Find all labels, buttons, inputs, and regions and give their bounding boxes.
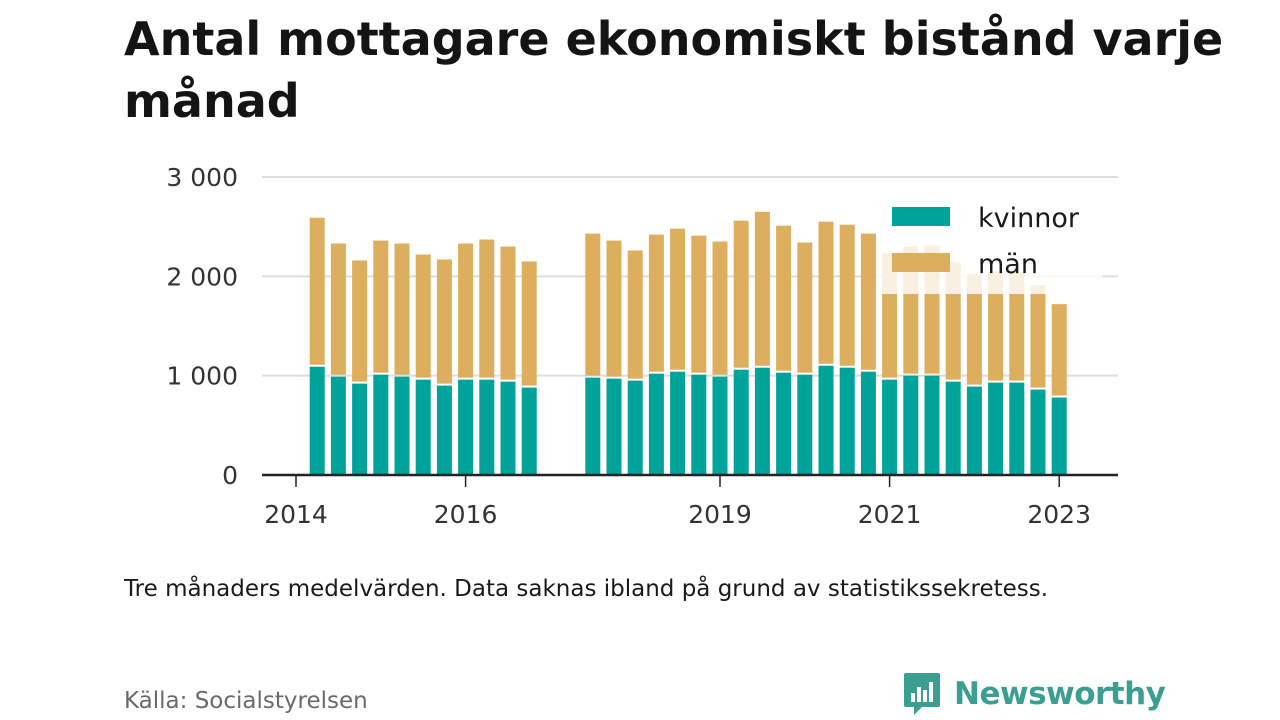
x-tick-label: 2019 — [688, 500, 752, 529]
y-tick-label: 0 — [222, 461, 238, 490]
legend-label-kvinnor: kvinnor — [978, 203, 1080, 234]
bar-man — [648, 234, 664, 372]
bar-kvinnor — [330, 376, 346, 475]
bar-man — [606, 240, 622, 377]
bar-man — [818, 221, 834, 364]
chart-note: Tre månaders medelvärden. Data saknas ib… — [124, 576, 1049, 602]
bar-kvinnor — [754, 367, 770, 475]
bar-man — [966, 274, 982, 385]
bar-kvinnor — [903, 375, 919, 475]
bar-kvinnor — [733, 369, 749, 475]
bar-kvinnor — [500, 381, 516, 475]
bars — [309, 211, 1067, 475]
bar-man — [839, 224, 855, 366]
bar-man — [309, 217, 325, 365]
bar-man — [415, 254, 431, 378]
bar-man — [585, 233, 601, 376]
bar-kvinnor — [945, 381, 961, 475]
bar-kvinnor — [352, 383, 368, 475]
bar-kvinnor — [1030, 389, 1046, 475]
brand-logo: Newsworthy — [902, 670, 1166, 718]
bar-kvinnor — [966, 386, 982, 475]
x-tick-label: 2014 — [264, 500, 328, 529]
bar-kvinnor — [924, 375, 940, 475]
bar-man — [436, 259, 452, 384]
bar-kvinnor — [797, 374, 813, 475]
bar-kvinnor — [860, 371, 876, 475]
bar-man — [670, 228, 686, 370]
bar-kvinnor — [394, 376, 410, 475]
bar-kvinnor — [627, 380, 643, 475]
newsworthy-logo-icon — [904, 673, 940, 715]
bar-kvinnor — [606, 378, 622, 475]
legend-swatch-man — [892, 253, 950, 272]
bar-kvinnor — [712, 376, 728, 475]
bar-man — [627, 250, 643, 379]
bar-kvinnor — [670, 371, 686, 475]
y-tick-label: 1 000 — [166, 362, 238, 391]
bar-man — [733, 220, 749, 368]
bar-kvinnor — [648, 373, 664, 475]
bar-kvinnor — [691, 374, 707, 475]
bar-man — [691, 235, 707, 373]
bar-kvinnor — [415, 379, 431, 475]
bar-kvinnor — [521, 387, 537, 475]
bar-kvinnor — [988, 382, 1004, 475]
x-tick-label: 2016 — [434, 500, 498, 529]
bar-kvinnor — [479, 379, 495, 475]
bar-man — [1009, 272, 1025, 381]
x-tick-label: 2023 — [1027, 500, 1091, 529]
bar-man — [776, 225, 792, 371]
bar-man — [712, 241, 728, 375]
bar-kvinnor — [309, 366, 325, 475]
bar-kvinnor — [458, 379, 474, 475]
bar-kvinnor — [839, 367, 855, 475]
bar-man — [1030, 285, 1046, 388]
bar-kvinnor — [776, 372, 792, 475]
bar-kvinnor — [818, 365, 834, 475]
bar-man — [458, 243, 474, 378]
bar-man — [394, 243, 410, 375]
axes: 0 1 000 2 000 3 000 2014 2016 2019 2021 2023 — [166, 163, 1118, 529]
source-text: Källa: Socialstyrelsen — [124, 688, 368, 714]
bar-kvinnor — [585, 377, 601, 475]
legend-label-man: män — [978, 249, 1038, 280]
legend-swatch-kvinnor — [892, 207, 950, 226]
y-tick-label: 2 000 — [166, 262, 238, 291]
bar-man — [754, 211, 770, 366]
bar-kvinnor — [373, 374, 389, 475]
bar-man — [1051, 304, 1067, 396]
bar-kvinnor — [1051, 397, 1067, 475]
bar-man — [479, 239, 495, 378]
bar-man — [797, 242, 813, 373]
bar-man — [352, 260, 368, 382]
bar-chart: 0 1 000 2 000 3 000 2014 2016 2019 2021 2023 kvi… — [166, 163, 1118, 529]
bar-man — [500, 246, 516, 380]
bar-man — [988, 271, 1004, 381]
bar-kvinnor — [1009, 382, 1025, 475]
bar-kvinnor — [436, 385, 452, 475]
legend: kvinnor män — [876, 194, 1102, 294]
bar-man — [330, 243, 346, 375]
brand-name: Newsworthy — [954, 676, 1166, 712]
x-tick-label: 2021 — [858, 500, 922, 529]
bar-man — [521, 261, 537, 386]
bar-man — [860, 233, 876, 370]
bar-man — [373, 240, 389, 373]
chart-title: Antal mottagare ekonomiskt bistånd varje… — [124, 12, 1224, 128]
y-tick-label: 3 000 — [166, 163, 238, 192]
bar-kvinnor — [882, 379, 898, 475]
